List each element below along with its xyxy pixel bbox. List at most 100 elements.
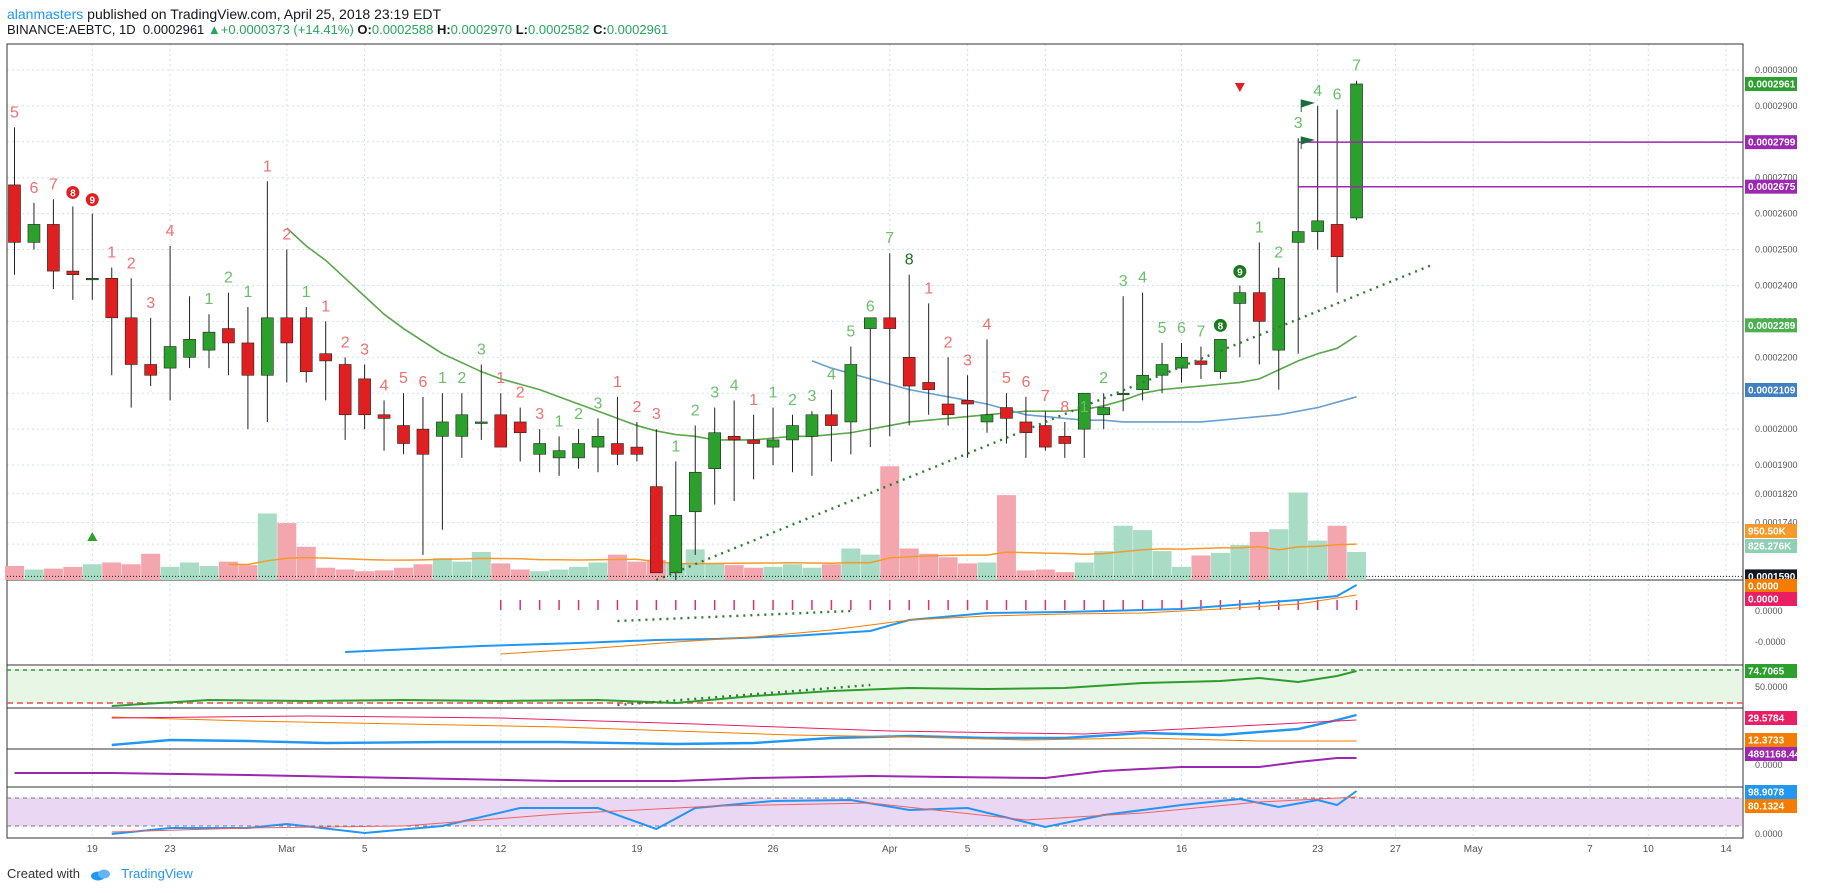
candle [1077, 392, 1091, 458]
count-label: 1 [107, 245, 116, 262]
volume-bar [821, 564, 841, 580]
candle-body [844, 364, 858, 423]
volume-bar [1191, 555, 1211, 580]
candle [922, 303, 935, 415]
flag-icon [1300, 99, 1315, 112]
volume-bar [218, 561, 238, 580]
volume-bar [880, 466, 900, 580]
candle [708, 407, 722, 505]
low-value: 0.0002582 [528, 22, 590, 37]
candle [961, 375, 974, 458]
candle [1330, 109, 1344, 293]
open-label: O: [357, 22, 372, 37]
price-tick-label: 0.0001900 [1755, 460, 1798, 470]
candle-body [863, 317, 877, 329]
indicator-1-tag: 0.0000 [1745, 592, 1797, 606]
author-link[interactable]: alanmasters [7, 6, 84, 22]
candle [494, 393, 508, 448]
volume-ma-tag-text: 950.50K [1748, 527, 1787, 538]
volume-bar [491, 563, 511, 580]
candle [863, 317, 877, 448]
indicator-3-line-c [111, 715, 1357, 735]
candle-body [766, 439, 780, 448]
volume-tag: 826.276K [1745, 539, 1797, 553]
candle-body [105, 277, 119, 319]
candle-body [183, 339, 196, 358]
candle [202, 314, 216, 369]
candle [630, 421, 644, 462]
volume-bar [257, 513, 277, 580]
volume-bar [180, 562, 200, 580]
indicator-2-line [111, 670, 1357, 707]
indicator-4-line [14, 757, 1357, 782]
tradingview-brand-link[interactable]: TradingView [121, 866, 193, 881]
indicator-5-tag: 80.1324 [1745, 799, 1797, 813]
candle-body [124, 317, 138, 365]
indicator-3-tag-bg [1745, 733, 1797, 747]
candle-body [1350, 83, 1363, 219]
candle [572, 429, 585, 469]
volume-bar [802, 567, 822, 580]
volume-bar [607, 554, 627, 580]
candle [358, 364, 371, 430]
candle [1058, 421, 1072, 458]
candle [844, 346, 858, 455]
count-label: 4 [730, 377, 739, 394]
count-label: 5 [10, 104, 19, 121]
count-label: 4 [827, 367, 836, 384]
volume-bar [1113, 525, 1133, 580]
volume-bar [1133, 530, 1153, 580]
time-tick-label: 27 [1390, 844, 1402, 855]
volume-bar [958, 563, 978, 580]
time-tick-label: 5 [965, 844, 971, 855]
indicator-1-tag-bg [1745, 592, 1797, 606]
count-label: 5 [399, 370, 408, 387]
count-label: 6 [1333, 86, 1342, 103]
candle [105, 267, 119, 376]
candle-body [1116, 392, 1130, 396]
candle-body [144, 364, 157, 376]
time-tick-label: 19 [631, 844, 643, 855]
candle-body [436, 421, 449, 437]
ma-slow-tag-text: 0.0002109 [1748, 385, 1796, 396]
candle-body [1077, 392, 1091, 430]
candle-body [786, 425, 799, 441]
candle-body [1233, 292, 1247, 304]
candle [883, 253, 897, 437]
count-badge [85, 193, 99, 207]
candle-body [805, 414, 819, 437]
indicator-5-line-a [111, 790, 1358, 835]
candle [397, 393, 410, 455]
count-label: 1 [924, 280, 933, 297]
count-label: 2 [1274, 245, 1283, 262]
price-tick-label: 0.0002500 [1755, 245, 1798, 255]
indicator-3-tag-text: 29.5784 [1748, 714, 1785, 725]
count-badge-label: 9 [90, 196, 96, 207]
count-badge [66, 185, 80, 199]
count-label: 3 [807, 388, 816, 405]
count-label: 1 [321, 298, 330, 315]
volume-bar [724, 565, 744, 580]
indicator-4-tag: 4891168.4400 [1745, 747, 1812, 761]
candle-body [961, 400, 974, 405]
candle-body [163, 346, 177, 369]
candle-body [299, 317, 313, 372]
level-tag: 0.0002675 [1745, 179, 1797, 194]
candle [261, 181, 274, 422]
ma-fast-tag-text: 0.0002289 [1748, 321, 1796, 332]
time-tick-label: 5 [362, 844, 368, 855]
indicator-3-tag: 12.3733 [1745, 733, 1797, 747]
time-tick-label: 26 [767, 844, 779, 855]
symbol-info: BINANCE:AEBTC, 1D 0.0002961 ▲+0.0000373 … [7, 22, 668, 37]
candle [1194, 346, 1208, 379]
candle [786, 414, 799, 473]
candle-body [941, 403, 955, 416]
candle [1039, 411, 1052, 451]
candle-body [630, 446, 644, 455]
time-tick-label: May [1464, 844, 1483, 855]
count-label: 7 [885, 230, 894, 247]
candle [650, 429, 663, 574]
candle [1155, 342, 1169, 394]
time-tick-label: 9 [1043, 844, 1049, 855]
